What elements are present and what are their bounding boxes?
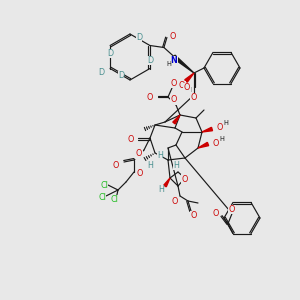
Text: Cl: Cl [110, 196, 118, 205]
Text: H: H [157, 152, 163, 160]
Text: H: H [158, 185, 164, 194]
Text: Cl: Cl [100, 182, 108, 190]
Text: O: O [217, 124, 223, 133]
Text: O: O [179, 82, 185, 91]
Text: D: D [107, 49, 113, 58]
Text: O: O [171, 95, 177, 104]
Text: O: O [171, 95, 177, 104]
Text: O: O [213, 209, 219, 218]
Text: D: D [147, 56, 153, 65]
Text: O: O [229, 205, 235, 214]
Text: N: N [170, 56, 177, 65]
Text: D: D [118, 71, 124, 80]
Text: O: O [171, 79, 177, 88]
Text: O: O [147, 94, 153, 103]
Text: H: H [220, 136, 224, 142]
Text: D: D [136, 34, 142, 43]
Text: D: D [98, 68, 104, 77]
Text: O: O [136, 149, 142, 158]
Text: O: O [191, 94, 197, 103]
Polygon shape [164, 178, 170, 187]
Polygon shape [198, 142, 208, 148]
Text: O: O [172, 196, 178, 206]
Text: O: O [128, 134, 134, 143]
Polygon shape [173, 115, 180, 124]
Text: O: O [170, 32, 176, 41]
Text: Cl: Cl [98, 194, 106, 202]
Text: H: H [224, 120, 228, 126]
Text: O: O [184, 83, 190, 92]
Text: O: O [213, 139, 219, 148]
Text: H: H [167, 61, 171, 68]
Text: H: H [147, 160, 153, 169]
Polygon shape [173, 55, 194, 73]
Text: O: O [137, 169, 143, 178]
Text: H: H [173, 160, 179, 169]
Text: O: O [182, 175, 188, 184]
Polygon shape [202, 127, 212, 132]
Polygon shape [185, 73, 194, 82]
Text: O: O [191, 212, 197, 220]
Text: O: O [113, 160, 119, 169]
Text: H: H [187, 87, 191, 93]
